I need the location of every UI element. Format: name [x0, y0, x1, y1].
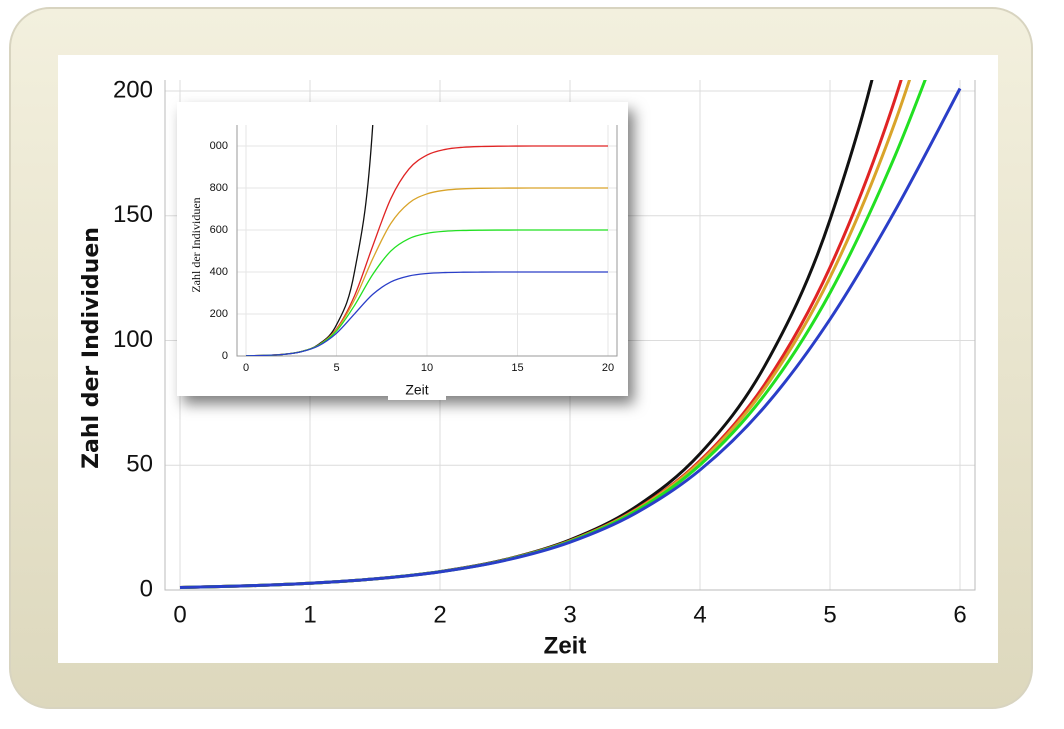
x-label-bg: [388, 380, 446, 400]
y-tick-label: 150: [113, 201, 153, 228]
y-tick-label: 200: [113, 76, 153, 103]
x-tick-label: 5: [823, 601, 836, 628]
x-tick-label: 6: [953, 601, 966, 628]
y-tick-label: 800: [210, 182, 228, 194]
y-axis-title: Zahl der Individuen: [79, 227, 104, 469]
x-tick-label: 5: [333, 362, 339, 374]
axis-frame: [236, 125, 618, 357]
axis-frame: [164, 80, 976, 591]
y-tick-label: 50: [126, 451, 153, 478]
x-tick-label: 1: [303, 601, 316, 628]
y-axis-title: Zahl der Individuen: [189, 197, 203, 292]
series-group: [179, 80, 962, 590]
x-tick-label: 3: [563, 601, 576, 628]
y-tick-label: 600: [210, 224, 228, 236]
x-tick-label: 20: [602, 362, 614, 374]
x-tick-label: 2: [433, 601, 446, 628]
y-tick-label: 400: [210, 266, 228, 278]
x-tick-label: 0: [173, 601, 186, 628]
x-tick-label: 0: [243, 362, 249, 374]
x-axis-title: Zeit: [544, 632, 587, 659]
series-line: [179, 87, 962, 590]
y-tick-label: 000: [210, 140, 228, 152]
x-tick-label: 4: [693, 601, 706, 628]
x-axis-title: Zeit: [405, 382, 428, 398]
series-line: [245, 271, 608, 356]
inset-panel: [177, 102, 628, 396]
x-tick-label: 10: [421, 362, 433, 374]
y-tick-label: 0: [140, 575, 153, 602]
y-tick-label: 100: [113, 326, 153, 353]
y-tick-label: 200: [210, 308, 228, 320]
series-group: [245, 125, 608, 356]
x-tick-label: 15: [511, 362, 523, 374]
y-tick-label: 0: [222, 350, 228, 362]
